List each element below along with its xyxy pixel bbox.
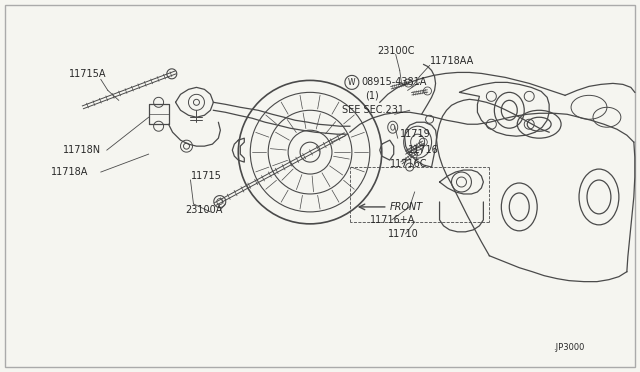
Text: 11715: 11715 [191,171,221,181]
Text: 11710: 11710 [388,229,419,239]
Text: 23100A: 23100A [186,205,223,215]
Text: 11719: 11719 [400,129,431,139]
Text: 11718A: 11718A [51,167,88,177]
Text: 11716+A: 11716+A [370,215,415,225]
Text: 11716C: 11716C [390,159,428,169]
Text: .JP3000: .JP3000 [553,343,584,352]
Text: 11718AA: 11718AA [429,57,474,67]
Text: SEE SEC.231: SEE SEC.231 [342,105,404,115]
Text: 08915-4381A: 08915-4381A [362,77,428,87]
Text: 11715A: 11715A [69,70,106,79]
Text: W: W [348,78,356,87]
Text: (1): (1) [365,90,379,100]
Text: 11716: 11716 [408,145,438,155]
Text: 11718N: 11718N [63,145,101,155]
Text: 23100C: 23100C [377,45,415,55]
Text: FRONT: FRONT [390,202,423,212]
